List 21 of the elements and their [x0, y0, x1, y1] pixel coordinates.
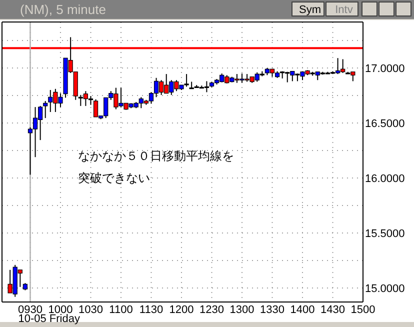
x-tick-label: 1130 [139, 304, 164, 316]
text: 10-05 Friday [18, 313, 80, 325]
y-tick-label: 17.0000 [365, 62, 405, 75]
x-tick-label: 1200 [169, 304, 194, 316]
y-tick-label: 16.0000 [365, 173, 405, 186]
x-tick-label: 1330 [260, 304, 284, 316]
x-tick-label: 1230 [200, 304, 224, 316]
x-tick-label: 1030 [78, 304, 103, 316]
y-tick-label: 15.0000 [365, 283, 405, 296]
text: Sym [299, 4, 321, 16]
x-tick-label: 1400 [290, 304, 315, 316]
annotation: なかなか５０日移動平均線を [78, 149, 234, 163]
x-tick-label: 1100 [109, 304, 133, 316]
x-tick-label: 1500 [350, 304, 376, 316]
text: Intv [335, 4, 354, 16]
y-tick-label: 16.5000 [365, 118, 405, 130]
annotation: 突破できない [78, 171, 150, 185]
chart-title: (NM), 5 minute [20, 2, 106, 17]
x-tick-label: 1300 [230, 304, 254, 316]
y-tick-label: 15.5000 [365, 228, 405, 240]
x-tick-label: 1430 [320, 304, 345, 316]
